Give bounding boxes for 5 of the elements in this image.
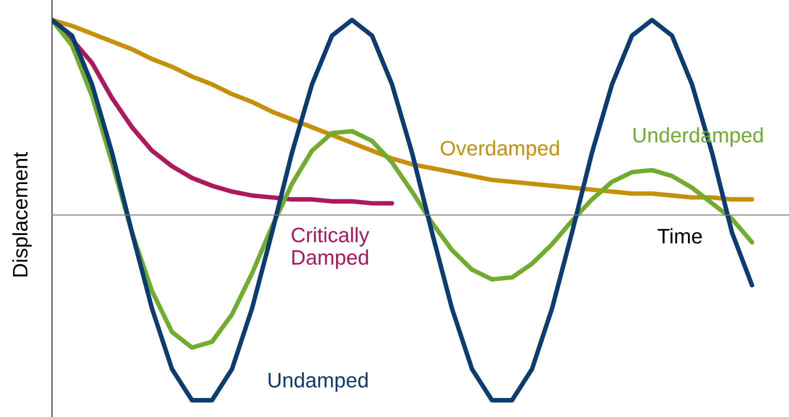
y-axis-title: Displacement xyxy=(12,152,32,276)
x-axis-title: Time xyxy=(658,228,702,244)
series-label: Critically Damped xyxy=(292,227,370,269)
series-label: Overdamped xyxy=(440,140,559,160)
series-label: Undamped xyxy=(268,372,368,392)
